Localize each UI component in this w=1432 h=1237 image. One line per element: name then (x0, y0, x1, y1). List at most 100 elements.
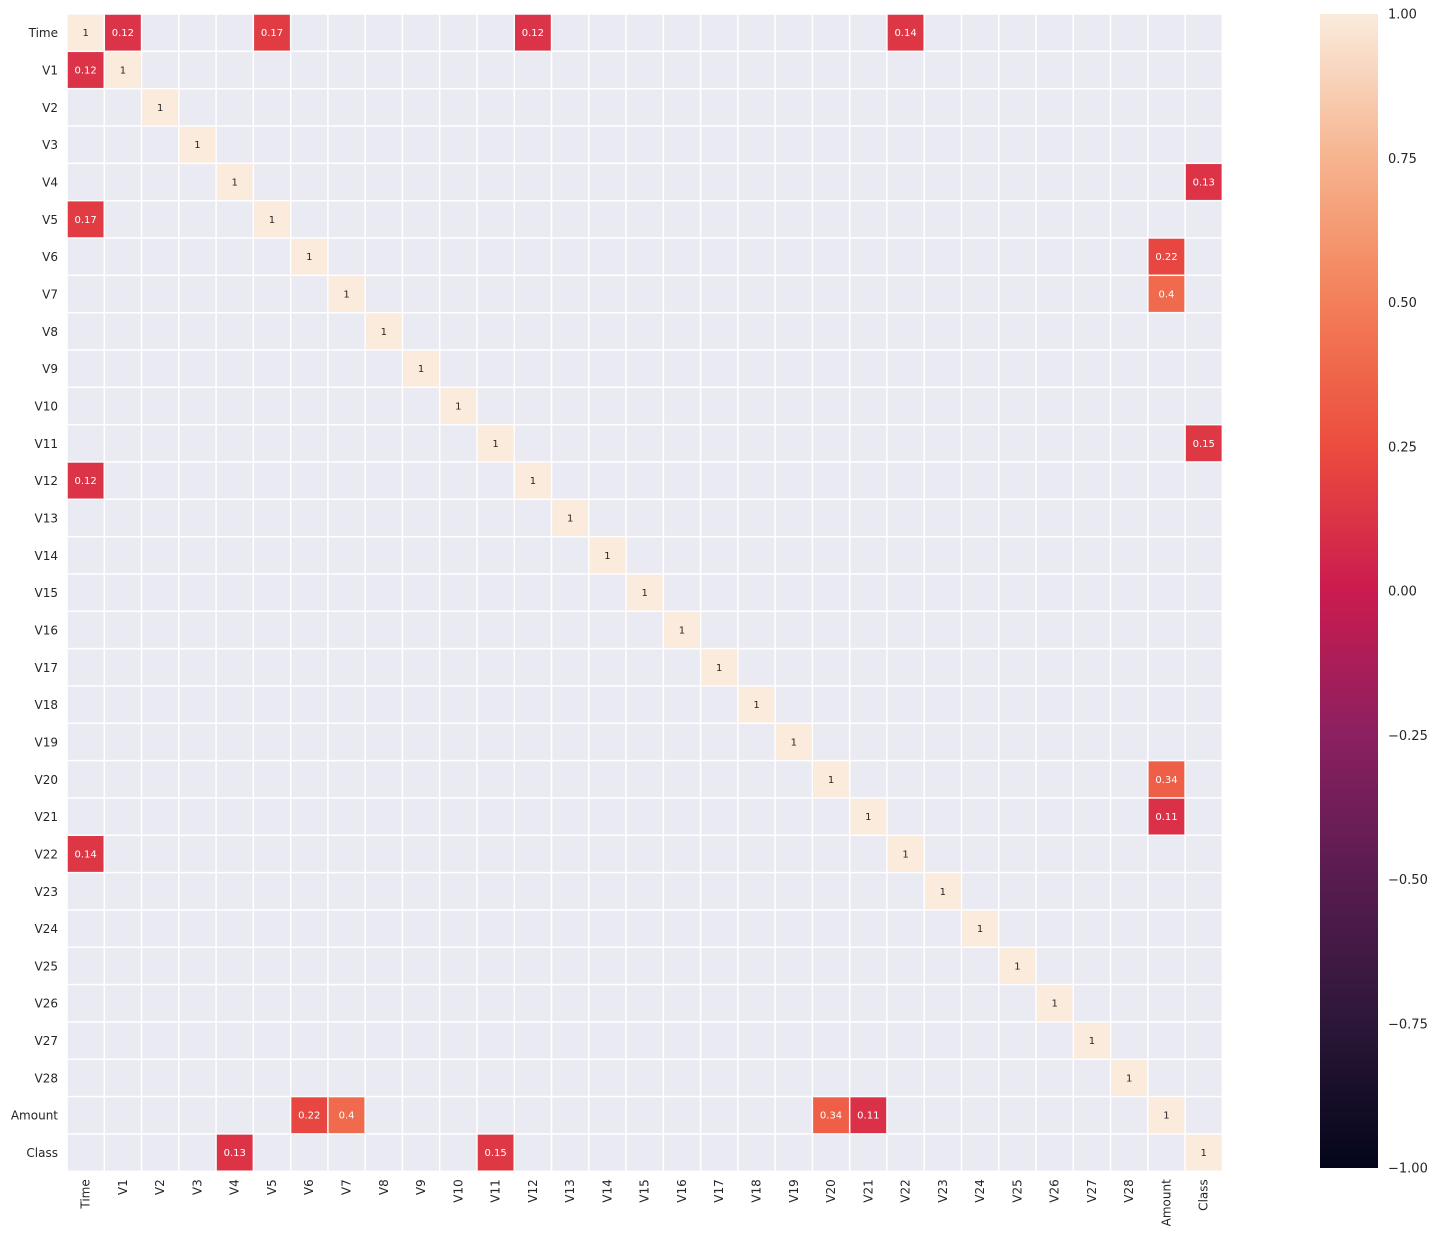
masked-cell (179, 425, 216, 462)
masked-cell (701, 574, 738, 611)
masked-cell (589, 238, 626, 275)
masked-cell (999, 425, 1036, 462)
x-tick-label: V11 (489, 1179, 503, 1202)
cell-value-label: 1 (530, 476, 536, 487)
masked-cell (552, 873, 589, 910)
masked-cell (105, 761, 141, 798)
masked-cell (962, 52, 998, 88)
masked-cell (589, 1022, 626, 1059)
masked-cell (179, 201, 216, 238)
masked-cell (1036, 425, 1073, 462)
masked-cell (924, 1022, 961, 1059)
masked-cell (813, 985, 849, 1022)
masked-cell (105, 537, 141, 574)
masked-cell (291, 313, 328, 350)
masked-cell (67, 724, 104, 760)
masked-cell (701, 201, 738, 238)
masked-cell (850, 1059, 887, 1096)
masked-cell (924, 1097, 961, 1134)
masked-cell (1148, 89, 1185, 126)
masked-cell (254, 985, 290, 1022)
masked-cell (477, 462, 514, 499)
masked-cell (738, 201, 775, 238)
masked-cell (291, 574, 328, 611)
cell-value-label: 1 (567, 513, 573, 524)
masked-cell (589, 350, 626, 387)
masked-cell (328, 910, 365, 947)
masked-cell (105, 612, 141, 648)
masked-cell (514, 126, 551, 163)
masked-cell (1074, 798, 1110, 835)
masked-cell (67, 612, 104, 648)
masked-cell (552, 14, 589, 51)
masked-cell (775, 1134, 812, 1171)
y-tick-label: Class (26, 1146, 58, 1160)
heatmap-cell-v21-v21 (850, 798, 887, 835)
masked-cell (664, 574, 700, 611)
masked-cell (999, 388, 1036, 424)
masked-cell (887, 52, 924, 88)
masked-cell (813, 724, 849, 760)
masked-cell (1074, 14, 1110, 51)
masked-cell (850, 686, 887, 723)
masked-cell (67, 388, 104, 424)
masked-cell (552, 910, 589, 947)
masked-cell (775, 649, 812, 686)
masked-cell (1148, 910, 1185, 947)
masked-cell (1148, 126, 1185, 163)
masked-cell (1148, 1059, 1185, 1096)
masked-cell (67, 425, 104, 462)
masked-cell (887, 238, 924, 275)
masked-cell (775, 126, 812, 163)
masked-cell (514, 313, 551, 350)
masked-cell (850, 948, 887, 984)
masked-cell (216, 649, 253, 686)
masked-cell (1185, 52, 1222, 88)
masked-cell (365, 724, 402, 760)
masked-cell (216, 388, 253, 424)
heatmap-cell-v16-v16 (664, 612, 700, 648)
masked-cell (365, 1059, 402, 1096)
masked-cell (552, 1059, 589, 1096)
masked-cell (440, 201, 477, 238)
masked-cell (664, 14, 700, 51)
masked-cell (1148, 985, 1185, 1022)
masked-cell (365, 388, 402, 424)
masked-cell (179, 350, 216, 387)
masked-cell (738, 873, 775, 910)
masked-cell (328, 350, 365, 387)
masked-cell (1148, 1022, 1185, 1059)
masked-cell (962, 686, 998, 723)
masked-cell (1036, 836, 1073, 872)
masked-cell (999, 462, 1036, 499)
masked-cell (1036, 612, 1073, 648)
masked-cell (924, 238, 961, 275)
masked-cell (142, 574, 179, 611)
masked-cell (1111, 350, 1148, 387)
masked-cell (701, 425, 738, 462)
colorbar-tick-label: 0.50 (1388, 296, 1417, 311)
masked-cell (142, 686, 179, 723)
masked-cell (403, 798, 439, 835)
masked-cell (1185, 910, 1222, 947)
masked-cell (626, 350, 663, 387)
masked-cell (254, 425, 290, 462)
masked-cell (701, 910, 738, 947)
masked-cell (924, 1134, 961, 1171)
masked-cell (1074, 574, 1110, 611)
masked-cell (1074, 1059, 1110, 1096)
masked-cell (365, 201, 402, 238)
heatmap-cell-v8-v8 (365, 313, 402, 350)
masked-cell (365, 686, 402, 723)
masked-cell (514, 425, 551, 462)
masked-cell (216, 89, 253, 126)
masked-cell (514, 500, 551, 536)
masked-cell (1111, 1134, 1148, 1171)
masked-cell (328, 1022, 365, 1059)
masked-cell (105, 873, 141, 910)
masked-cell (365, 52, 402, 88)
masked-cell (962, 388, 998, 424)
masked-cell (999, 537, 1036, 574)
masked-cell (291, 910, 328, 947)
masked-cell (67, 910, 104, 947)
